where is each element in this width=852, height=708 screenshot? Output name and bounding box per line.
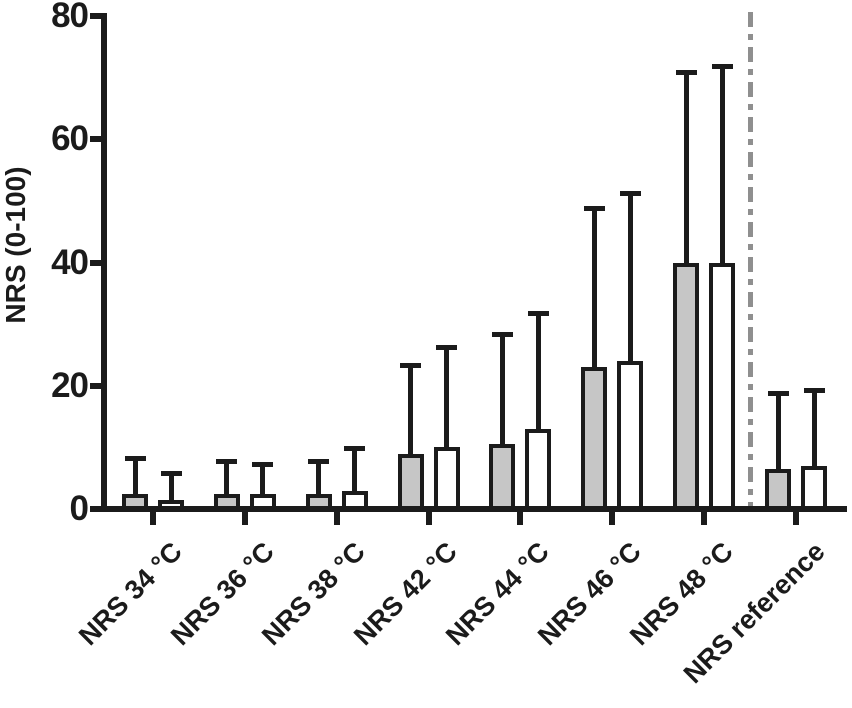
error-bar-line	[316, 459, 322, 498]
error-bar-line	[775, 391, 781, 473]
bar-gray-3	[397, 453, 424, 512]
bar-gray-6	[673, 262, 700, 512]
x-tick	[793, 509, 799, 525]
x-tick	[609, 509, 616, 525]
error-bar-line	[260, 462, 266, 498]
error-bar-line	[627, 191, 633, 366]
y-tick	[90, 382, 107, 389]
x-tick	[333, 509, 340, 525]
x-tick	[150, 509, 156, 525]
error-bar-cap	[252, 461, 274, 467]
error-bar-cap	[803, 387, 825, 393]
x-tick	[425, 509, 432, 525]
error-bar-cap	[491, 332, 513, 338]
error-bar-line	[535, 311, 541, 433]
error-bar-cap	[619, 190, 641, 196]
error-bar-line	[683, 71, 689, 267]
error-bar-line	[719, 65, 725, 267]
x-tick	[517, 509, 524, 525]
error-bar-line	[224, 459, 230, 498]
bar-gray-4	[489, 444, 516, 512]
x-axis-line	[90, 506, 847, 512]
error-bar-cap	[216, 458, 238, 464]
error-bar-cap	[527, 310, 549, 316]
error-bar-cap	[711, 64, 733, 70]
y-tick	[90, 136, 107, 143]
y-tick	[90, 259, 107, 266]
error-bar-line	[444, 345, 450, 452]
y-tick-label: 40	[51, 242, 89, 282]
error-bar-line	[499, 333, 505, 449]
y-tick-label: 60	[51, 119, 89, 159]
error-bar-line	[591, 207, 597, 372]
bar-white-3	[433, 447, 460, 512]
y-tick	[90, 506, 107, 512]
error-bar-line	[408, 364, 414, 458]
error-bar-cap	[400, 363, 422, 369]
separator-dashed-line	[747, 12, 753, 507]
y-tick	[90, 13, 107, 19]
bar-white-5	[617, 361, 644, 512]
error-bar-cap	[583, 206, 605, 212]
y-tick-label: 0	[69, 489, 89, 528]
error-bar-cap	[160, 471, 182, 477]
x-tick	[701, 509, 708, 525]
error-bar-line	[132, 456, 138, 498]
error-bar-cap	[308, 458, 330, 464]
error-bar-line	[352, 447, 358, 495]
y-tick-label: 80	[51, 0, 89, 35]
bar-gray-5	[581, 367, 608, 512]
error-bar-cap	[675, 70, 697, 76]
error-bar-cap	[344, 446, 366, 452]
bar-white-4	[525, 428, 552, 512]
error-bar-cap	[124, 455, 146, 461]
error-bar-cap	[436, 344, 458, 350]
error-bar-cap	[767, 390, 789, 396]
error-bar-line	[168, 472, 174, 504]
x-tick	[241, 509, 248, 525]
error-bar-line	[811, 388, 817, 470]
y-tick-label: 20	[51, 365, 89, 405]
bar-white-6	[709, 262, 736, 512]
